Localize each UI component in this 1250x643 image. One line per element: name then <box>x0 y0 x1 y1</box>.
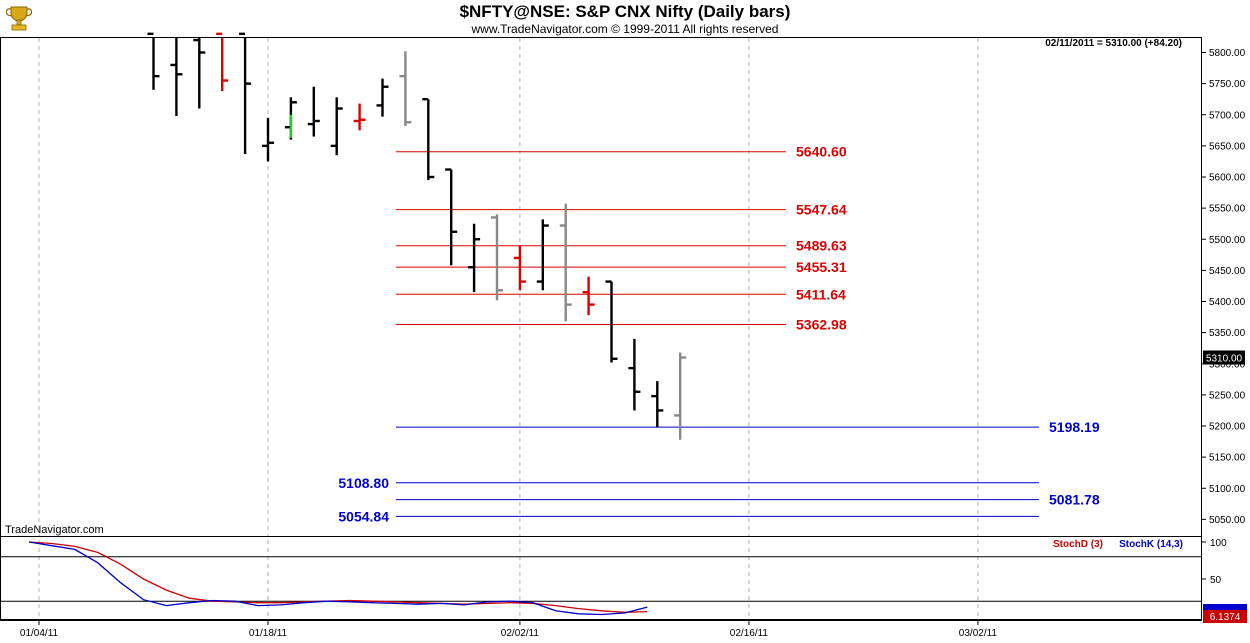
price-axis: 5050.00 5100.00 5150.00 5200.00 5250.00 5300.… <box>1202 48 1246 526</box>
price-tick-label: 5050.00 <box>1209 515 1246 526</box>
price-tick-label: 5650.00 <box>1209 141 1246 152</box>
price-tick-label: 5450.00 <box>1209 266 1246 277</box>
price-tick-label: 5250.00 <box>1209 390 1246 401</box>
stochk-line <box>28 541 648 616</box>
ohlc-bar <box>468 223 481 293</box>
level-label: 5489.63 <box>796 238 847 254</box>
oscillator-tick-label: 50 <box>1210 575 1222 586</box>
date-axis: 01/04/11 01/18/11 02/02/11 02/16/11 03/02/11 <box>20 620 998 639</box>
oscillator-last-marker: 6.1374 <box>1203 604 1247 623</box>
level-label: 5455.31 <box>796 259 847 275</box>
ohlc-bar <box>605 280 618 363</box>
legend-stochd: StochD (3) <box>1053 539 1103 550</box>
price-tick-label: 5300.00 <box>1209 359 1246 370</box>
ohlc-bar <box>147 32 160 90</box>
date-label: 03/02/11 <box>959 628 998 639</box>
date-label: 02/02/11 <box>501 628 540 639</box>
date-label: 01/04/11 <box>20 628 59 639</box>
oscillator-pane-frame <box>0 536 1202 620</box>
ohlc-bar <box>422 97 435 181</box>
price-tick-label: 5150.00 <box>1209 453 1246 464</box>
ohlc-bar <box>491 214 503 301</box>
ohlc-bar <box>353 103 366 131</box>
oscillator-tick-label: 100 <box>1210 538 1227 549</box>
stochd-line <box>28 541 648 613</box>
price-tick-label: 5200.00 <box>1209 422 1246 433</box>
level-label: 5108.80 <box>338 475 389 491</box>
price-tick-label: 5700.00 <box>1209 110 1246 121</box>
oscillator-legend: StochD (3) StochK (14,3) <box>1053 539 1183 550</box>
ohlc-bar <box>376 78 389 117</box>
level-label: 5081.78 <box>1049 492 1100 508</box>
legend-stochk: StochK (14,3) <box>1119 539 1183 550</box>
ohlc-bar <box>628 338 641 411</box>
level-label: 5054.84 <box>338 508 389 524</box>
last-price-label: 5310.00 <box>1206 354 1243 365</box>
level-label: 5198.19 <box>1049 419 1100 435</box>
level-label: 5411.64 <box>796 286 846 302</box>
chart-copyright: www.TradeNavigator.com © 1999-2011 All r… <box>471 22 779 36</box>
price-tick-label: 5750.00 <box>1209 79 1246 90</box>
ohlc-bar <box>445 168 458 266</box>
ohlc-bar <box>582 276 595 316</box>
price-tick-label: 5500.00 <box>1209 235 1246 246</box>
ohlc-bar <box>239 32 252 154</box>
ohlc-bar <box>193 38 206 109</box>
last-quote: 02/11/2011 = 5310.00 (+84.20) <box>1045 38 1182 49</box>
ohlc-bar <box>330 97 343 156</box>
ohlc-bar <box>216 32 229 92</box>
level-label: 5547.64 <box>796 202 847 218</box>
fibonacci-levels: 5640.60 5547.64 5489.63 5455.31 5411.64 5362.… <box>338 144 1099 525</box>
ohlc-bar <box>536 219 549 291</box>
ohlc-bar <box>559 203 572 322</box>
price-tick-label: 5400.00 <box>1209 297 1246 308</box>
chart-title: $NFTY@NSE: S&P CNX Nifty (Daily bars) <box>459 2 791 21</box>
last-price-marker: 5310.00 <box>1203 350 1245 365</box>
level-label: 5362.98 <box>796 317 847 333</box>
watermark: TradeNavigator.com <box>5 524 104 536</box>
oscillator-last-value: 6.1374 <box>1210 612 1241 623</box>
ohlc-bar <box>399 51 412 126</box>
ohlc-bar <box>651 381 664 428</box>
ohlc-bar <box>307 86 320 137</box>
ohlc-bar <box>674 352 687 440</box>
stochastic-oscillator: 100 50 <box>0 538 1227 616</box>
level-label: 5640.60 <box>796 144 847 160</box>
ohlc-bars <box>147 32 687 440</box>
price-tick-label: 5350.00 <box>1209 328 1246 339</box>
ohlc-bar <box>262 117 274 162</box>
price-tick-label: 5800.00 <box>1209 48 1246 59</box>
ohlc-bar <box>513 245 526 291</box>
price-tick-label: 5100.00 <box>1209 484 1246 495</box>
ohlc-bar <box>170 38 183 116</box>
trophy-logo-icon <box>6 6 32 31</box>
price-pane-frame <box>0 37 1202 537</box>
price-tick-label: 5550.00 <box>1209 204 1246 215</box>
date-label: 01/18/11 <box>249 628 288 639</box>
price-tick-label: 5600.00 <box>1209 173 1246 184</box>
date-label: 02/16/11 <box>730 628 769 639</box>
